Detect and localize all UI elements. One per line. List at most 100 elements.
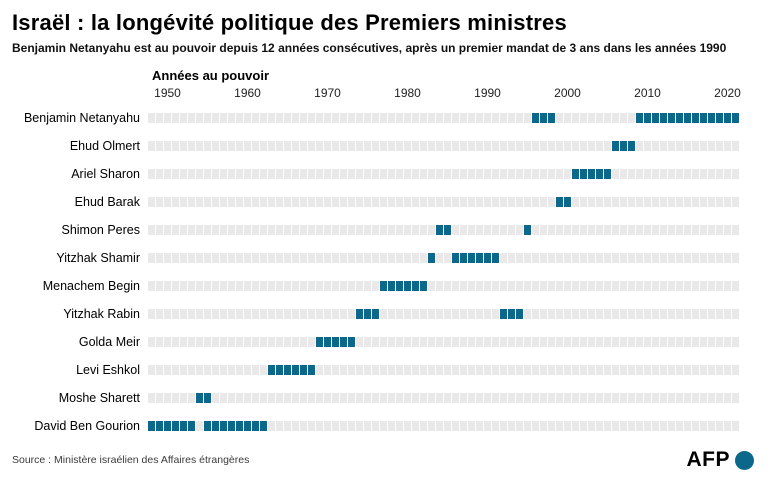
year-cell bbox=[388, 309, 395, 319]
year-cell bbox=[260, 337, 267, 347]
year-cell bbox=[244, 337, 251, 347]
year-cell bbox=[564, 225, 571, 235]
year-cell bbox=[492, 113, 499, 123]
year-cell bbox=[444, 309, 451, 319]
year-cell bbox=[452, 113, 459, 123]
year-cell-in-power bbox=[556, 197, 563, 207]
year-cell bbox=[364, 337, 371, 347]
year-cell bbox=[276, 113, 283, 123]
year-cell bbox=[692, 169, 699, 179]
year-cell bbox=[516, 393, 523, 403]
year-cell bbox=[156, 141, 163, 151]
year-cell bbox=[308, 197, 315, 207]
year-cell bbox=[396, 421, 403, 431]
year-cell bbox=[460, 365, 467, 375]
year-cell bbox=[244, 393, 251, 403]
year-cell bbox=[316, 309, 323, 319]
year-cell bbox=[468, 169, 475, 179]
year-cell bbox=[188, 253, 195, 263]
year-cell bbox=[612, 309, 619, 319]
year-cell bbox=[196, 421, 203, 431]
year-cell bbox=[716, 169, 723, 179]
year-cell bbox=[268, 309, 275, 319]
year-cell bbox=[556, 421, 563, 431]
year-cell bbox=[172, 393, 179, 403]
year-cell bbox=[580, 393, 587, 403]
year-cell-in-power bbox=[308, 365, 315, 375]
year-cell bbox=[540, 197, 547, 207]
year-cell bbox=[212, 225, 219, 235]
pm-name-label: David Ben Gourion bbox=[34, 419, 140, 433]
year-cell bbox=[196, 281, 203, 291]
year-cell bbox=[612, 253, 619, 263]
year-cell bbox=[620, 281, 627, 291]
year-cell bbox=[220, 393, 227, 403]
year-cell bbox=[436, 421, 443, 431]
year-cell bbox=[628, 337, 635, 347]
year-cell bbox=[636, 421, 643, 431]
year-cell bbox=[420, 197, 427, 207]
year-cell bbox=[212, 337, 219, 347]
year-cell-in-power bbox=[204, 421, 211, 431]
year-cell bbox=[524, 421, 531, 431]
year-cell bbox=[644, 253, 651, 263]
year-cell-in-power bbox=[508, 309, 515, 319]
year-cell bbox=[476, 113, 483, 123]
year-cell bbox=[164, 337, 171, 347]
year-cell bbox=[652, 365, 659, 375]
year-cell bbox=[724, 225, 731, 235]
year-cell bbox=[212, 169, 219, 179]
year-cell bbox=[468, 393, 475, 403]
year-cell bbox=[220, 141, 227, 151]
year-cell bbox=[572, 309, 579, 319]
year-cell bbox=[436, 253, 443, 263]
year-cell bbox=[420, 169, 427, 179]
year-cell bbox=[676, 197, 683, 207]
year-cell bbox=[524, 197, 531, 207]
year-cell bbox=[244, 113, 251, 123]
year-cell bbox=[356, 169, 363, 179]
year-cell bbox=[412, 393, 419, 403]
year-cell bbox=[252, 225, 259, 235]
year-cell bbox=[604, 337, 611, 347]
year-cell bbox=[340, 309, 347, 319]
year-cell bbox=[292, 281, 299, 291]
year-cell bbox=[476, 337, 483, 347]
chart-row: Golda Meir bbox=[12, 328, 768, 356]
year-cell-in-power bbox=[604, 169, 611, 179]
year-cell bbox=[404, 197, 411, 207]
year-cell bbox=[444, 169, 451, 179]
year-cell bbox=[372, 169, 379, 179]
year-cell bbox=[468, 225, 475, 235]
year-cell bbox=[524, 393, 531, 403]
year-cell bbox=[668, 309, 675, 319]
year-cell bbox=[628, 225, 635, 235]
year-cell bbox=[644, 337, 651, 347]
year-cell bbox=[316, 197, 323, 207]
year-cell bbox=[612, 225, 619, 235]
year-cell bbox=[700, 141, 707, 151]
year-cell bbox=[652, 393, 659, 403]
year-cell bbox=[332, 169, 339, 179]
year-cell bbox=[156, 337, 163, 347]
year-cell bbox=[188, 337, 195, 347]
year-cell bbox=[572, 197, 579, 207]
year-cell bbox=[604, 253, 611, 263]
year-cell bbox=[404, 309, 411, 319]
year-cell bbox=[732, 197, 739, 207]
year-cell bbox=[196, 253, 203, 263]
year-cell bbox=[332, 421, 339, 431]
year-cell bbox=[388, 197, 395, 207]
year-cell bbox=[148, 141, 155, 151]
year-cell-in-power bbox=[340, 337, 347, 347]
year-cell bbox=[372, 113, 379, 123]
year-cell bbox=[460, 281, 467, 291]
year-strip bbox=[148, 169, 740, 179]
year-cell bbox=[492, 309, 499, 319]
year-cell-in-power bbox=[236, 421, 243, 431]
year-cell bbox=[564, 169, 571, 179]
year-cell bbox=[316, 169, 323, 179]
year-cell bbox=[372, 197, 379, 207]
year-cell bbox=[276, 253, 283, 263]
year-cell-in-power bbox=[212, 421, 219, 431]
